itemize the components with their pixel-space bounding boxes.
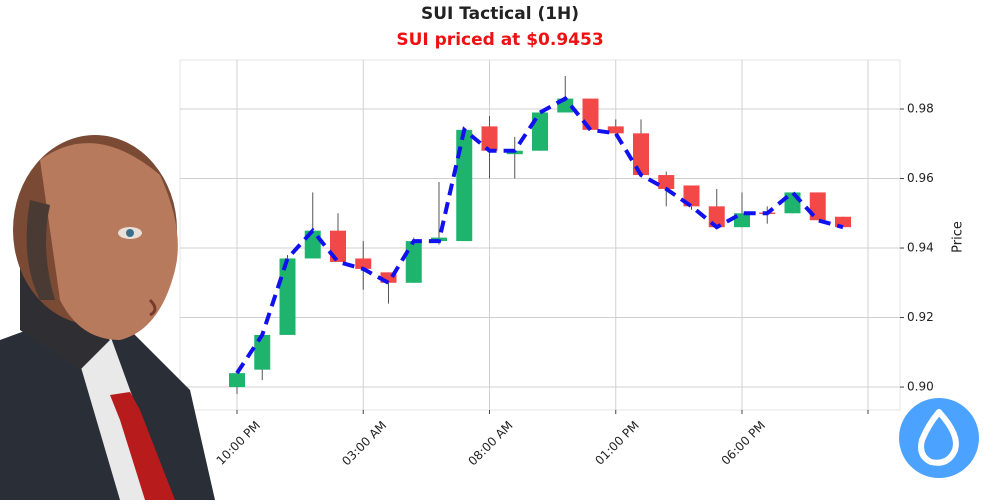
- robot-illustration: [0, 135, 215, 500]
- candle-body: [254, 334, 271, 370]
- y-tick-label: 0.92: [907, 310, 934, 324]
- x-tick-label: 10:00 PM: [214, 418, 263, 467]
- y-tick-label: 0.90: [907, 380, 934, 394]
- candle-body: [734, 213, 750, 228]
- y-tick-label: 0.96: [907, 171, 934, 185]
- candle-body: [229, 373, 245, 388]
- x-tick-label: 08:00 AM: [465, 418, 515, 468]
- candle-body: [481, 126, 498, 151]
- candle-body: [658, 175, 675, 189]
- candle-body: [835, 216, 851, 228]
- y-axis-label: Price: [951, 221, 966, 253]
- x-tick-label: 01:00 PM: [592, 418, 641, 467]
- candle-body: [633, 133, 649, 176]
- x-tick-label: 03:00 AM: [339, 418, 389, 468]
- candle-body: [380, 272, 397, 283]
- sui-logo: [899, 398, 979, 478]
- candle-body: [683, 185, 700, 207]
- candle-body: [405, 241, 422, 283]
- x-tick-label: 06:00 PM: [719, 418, 768, 467]
- y-tick-label: 0.94: [907, 241, 934, 255]
- candle-body: [279, 258, 296, 335]
- chart-subtitle: SUI priced at $0.9453: [396, 30, 603, 50]
- candle-body: [607, 126, 624, 134]
- candle-body: [456, 129, 473, 242]
- chart-title: SUI Tactical (1H): [421, 4, 579, 24]
- y-tick-label: 0.98: [907, 102, 934, 116]
- candle-body: [355, 258, 372, 269]
